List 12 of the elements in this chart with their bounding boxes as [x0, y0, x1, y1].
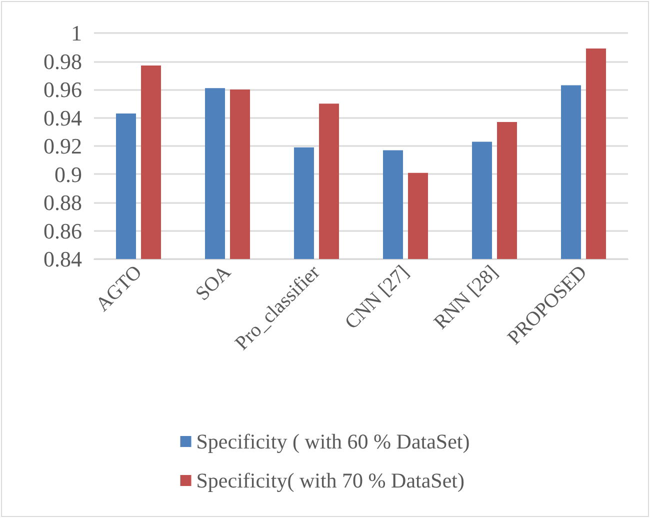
y-tick-label: 0.9 — [54, 162, 82, 187]
x-tick-label: SOA — [191, 260, 236, 306]
legend-label: Specificity ( with 60 % DataSet) — [196, 430, 470, 454]
y-tick-label: 0.94 — [44, 105, 82, 130]
y-tick-label: 0.98 — [44, 48, 82, 74]
y-tick-label: 0.86 — [44, 218, 82, 244]
y-tick-label: 0.96 — [44, 77, 82, 102]
y-tick-label: 1 — [71, 20, 82, 46]
y-tick-label: 0.92 — [44, 134, 82, 158]
legend-label: Specificity( with 70 % DataSet) — [196, 468, 465, 492]
y-tick-label: 0.88 — [44, 190, 82, 215]
y-tick-label: 0.84 — [44, 246, 82, 272]
